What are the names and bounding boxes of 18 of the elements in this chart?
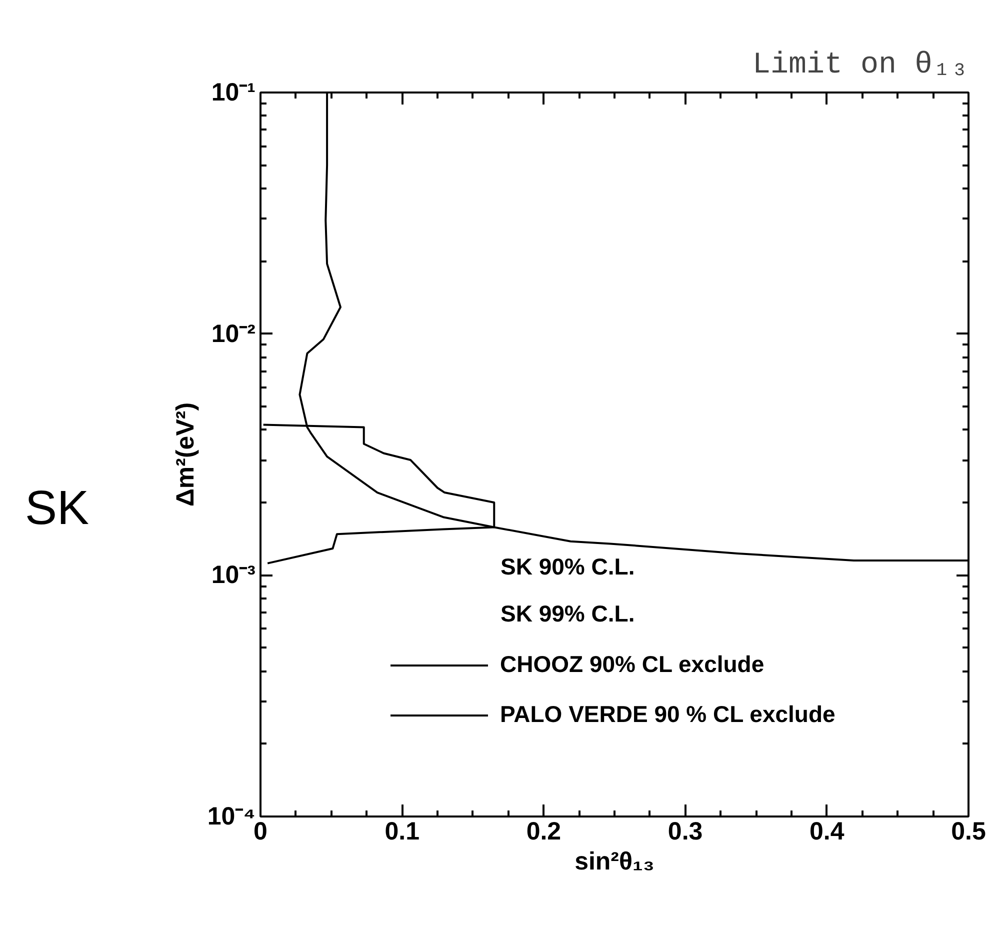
text: SK xyxy=(25,481,90,537)
x-tick-label: 0.4 xyxy=(810,818,844,846)
x-tick-label: 0 xyxy=(254,818,268,846)
chart-title: Limit on θ₁₃ xyxy=(752,48,969,82)
x-tick-label: 0.3 xyxy=(668,818,703,846)
x-tick-label: 0.1 xyxy=(384,818,420,846)
y-tick-label: 10⁻¹ xyxy=(211,78,256,106)
legend-label: PALO VERDE 90 % CL exclude xyxy=(500,701,836,728)
x-tick-label: 0.5 xyxy=(951,818,986,846)
x-tick-label: 0.2 xyxy=(526,818,562,846)
y-tick-label: 10⁻² xyxy=(211,320,256,348)
y-tick-label: 10⁻⁴ xyxy=(207,802,256,830)
x-axis-title: sin²θ₁₃ xyxy=(574,848,654,876)
annotation: SK 99% C.L. xyxy=(500,600,635,626)
y-axis-title: Δm²(eV²) xyxy=(171,402,200,507)
annotation: SK 90% C.L. xyxy=(500,554,635,580)
legend-label: CHOOZ 90% CL exclude xyxy=(500,651,764,678)
y-tick-label: 10⁻³ xyxy=(211,561,256,590)
